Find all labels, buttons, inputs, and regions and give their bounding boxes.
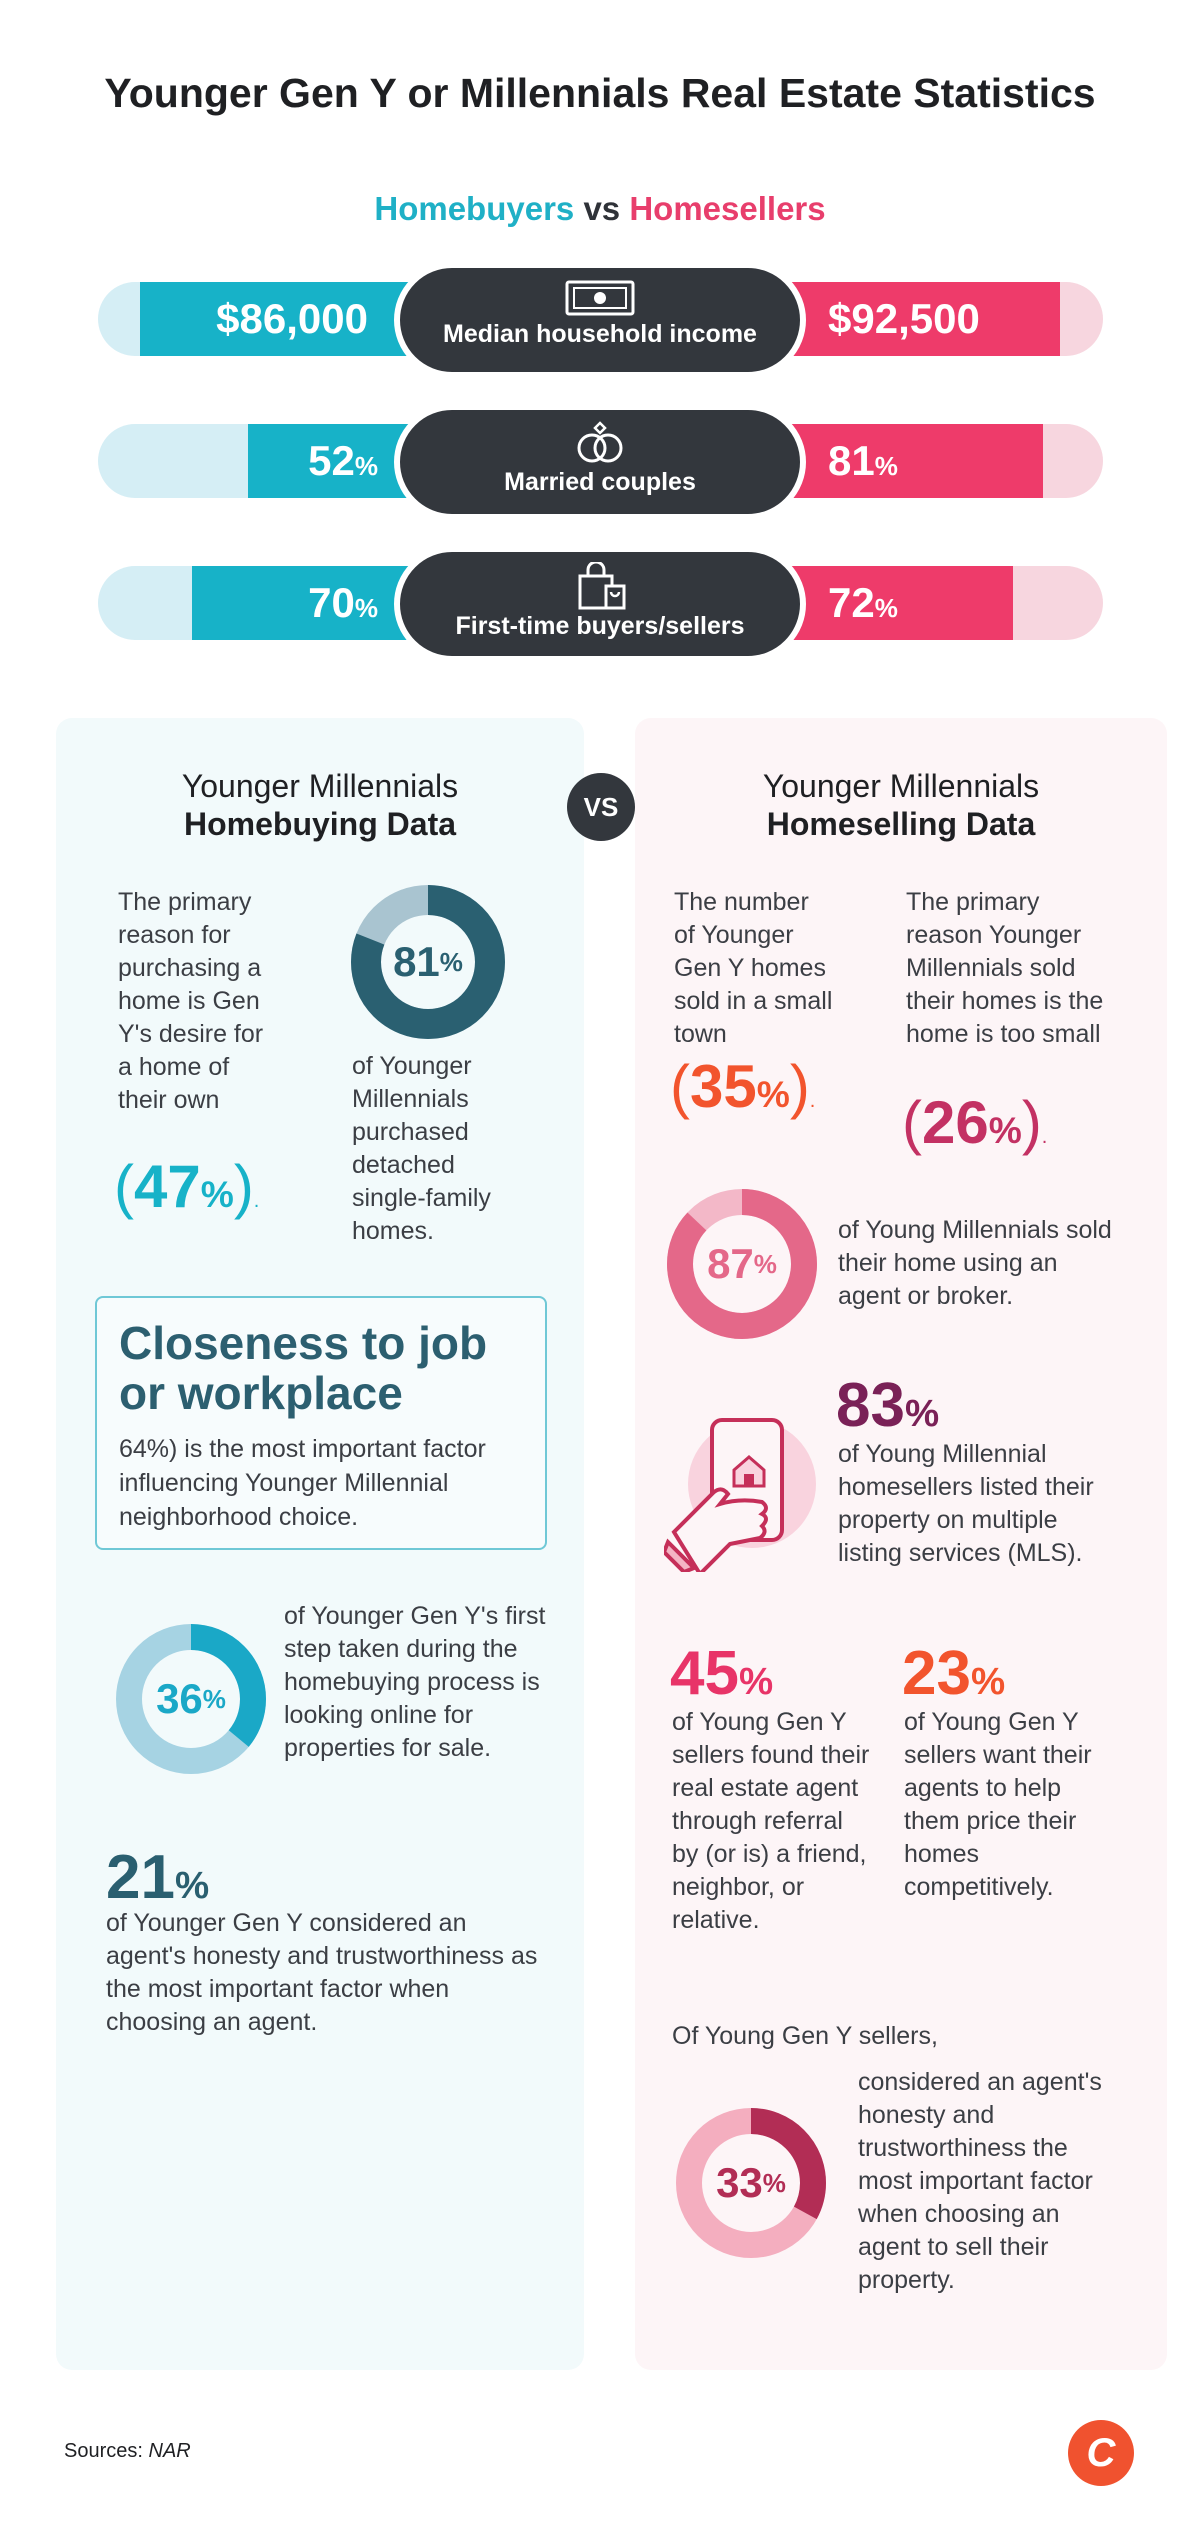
referral-text: of Young Gen Y sellers found their real …: [672, 1708, 870, 1934]
comparison-label: Married couples: [504, 468, 696, 496]
comparison-label-pill: Married couples: [394, 404, 806, 520]
referral-stat: 45%: [670, 1639, 774, 1708]
seller-value: $92,500: [828, 295, 980, 342]
homeselling-heading: Younger Millennials Homeselling Data: [762, 768, 1040, 842]
seller-value: 81%: [828, 437, 898, 484]
seller-honesty-donut: 33%: [672, 2104, 830, 2262]
homebuyers-label: Homebuyers: [374, 190, 575, 227]
closeness-text: 64%) is the most important factor influe…: [119, 1435, 486, 1531]
mls-text: of Young Millennial homesellers listed t…: [838, 1440, 1094, 1567]
smalltown-text: The number of Younger Gen Y homes sold i…: [674, 888, 833, 1048]
page-title: Younger Gen Y or Millennials Real Estate…: [104, 70, 1096, 116]
mls-stat: 83%: [836, 1371, 940, 1440]
buyer-value: 52%: [308, 437, 378, 484]
shopping-bag-icon: [578, 562, 626, 610]
smalltown-stat: (35%).: [670, 1053, 816, 1120]
comparison-label-pill: First-time buyers/sellers: [394, 546, 806, 662]
vs-badge: VS: [567, 773, 635, 841]
phone-hand-icon: [661, 1412, 824, 1578]
honesty-stat: 21%: [106, 1843, 210, 1912]
sources: Sources: NAR: [64, 2440, 191, 2462]
page-subtitle: Homebuyers vs Homesellers: [0, 190, 1200, 228]
agent-text: of Young Millennials sold their home usi…: [838, 1216, 1112, 1310]
honesty-text: of Younger Gen Y considered an agent's h…: [106, 1909, 538, 2036]
comparison-label: Median household income: [443, 320, 757, 348]
comparison-row-first-time: 70% 72% First-time buyers/sellers: [98, 546, 1103, 662]
agent-donut: 87%: [664, 1186, 820, 1342]
seller-honesty-text: considered an agent's honesty and trustw…: [858, 2068, 1102, 2294]
buyer-value: 70%: [308, 579, 378, 626]
reason-text: The primary reason for purchasing a home…: [118, 888, 264, 1114]
comparison-row-married: 52% 81% Married couples: [98, 404, 1103, 520]
price-text: of Young Gen Y sellers want their agents…: [904, 1708, 1092, 1901]
closeness-box: Closeness to job or workplace 64%) is th…: [95, 1296, 547, 1550]
seller-value: 72%: [828, 579, 898, 626]
seller-honesty-intro: Of Young Gen Y sellers,: [672, 2022, 938, 2050]
vs-label: vs: [583, 190, 621, 227]
price-stat: 23%: [902, 1639, 1006, 1708]
comparison-row-income: $86,000 $92,500 Median household income: [98, 262, 1103, 378]
online-text: of Younger Gen Y's first step taken duri…: [284, 1602, 546, 1762]
reason-stat: (47%).: [114, 1153, 260, 1220]
homebuying-heading: Younger Millennials Homebuying Data: [181, 768, 459, 842]
rings-icon: [577, 421, 623, 463]
money-icon: [565, 280, 635, 316]
comparison-label: First-time buyers/sellers: [455, 612, 745, 640]
detached-donut: 81%: [350, 884, 506, 1040]
online-donut: 36%: [112, 1620, 270, 1778]
brand-logo: C: [1068, 2420, 1134, 2486]
detached-text: of Younger Millennials purchased detache…: [352, 1052, 491, 1245]
homesellers-label: Homesellers: [629, 190, 826, 227]
toosmall-text: The primary reason Younger Millennials s…: [906, 888, 1104, 1048]
closeness-heading: Closeness to job or workplace: [119, 1317, 488, 1419]
buyer-value: $86,000: [216, 295, 368, 342]
toosmall-stat: (26%).: [902, 1089, 1048, 1156]
comparison-label-pill: Median household income: [394, 262, 806, 378]
